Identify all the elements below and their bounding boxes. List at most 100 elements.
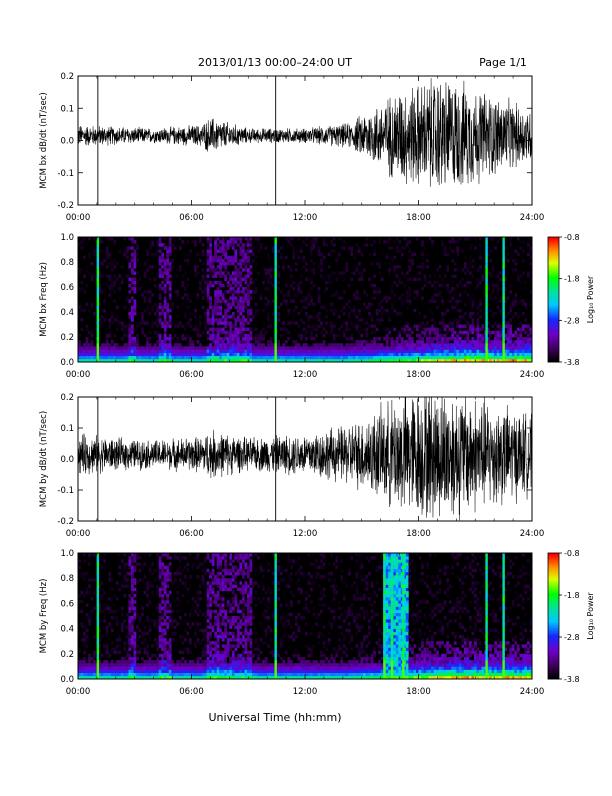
spectrogram-cell: [234, 300, 237, 303]
spectrogram-cell: [202, 632, 205, 635]
spectrogram-cell: [133, 337, 136, 340]
spectrogram-cell: [108, 629, 111, 632]
page-title: 2013/01/13 00:00–24:00 UT: [198, 56, 352, 69]
spectrogram-cell: [360, 346, 363, 349]
spectrogram-cell: [186, 613, 189, 616]
spectrogram-cell: [492, 325, 495, 328]
spectrogram-cell: [429, 350, 432, 353]
spectrogram-cell: [469, 350, 472, 353]
bright-line-cell: [502, 334, 504, 337]
spectrogram-cell: [219, 290, 222, 293]
spectrogram-cell: [81, 318, 84, 321]
colorbar-tick-label: -2.8: [564, 316, 580, 325]
spectrogram-cell: [391, 290, 394, 293]
spectrogram-cell: [171, 660, 174, 663]
spectrogram-cell: [250, 237, 253, 240]
spectrogram-cell: [471, 306, 474, 309]
spectrogram-cell: [454, 350, 457, 353]
spectrogram-cell: [313, 271, 316, 274]
spectrogram-cell: [358, 309, 361, 312]
spectrogram-cell: [421, 250, 424, 253]
spectrogram-cell: [426, 337, 429, 340]
spectrogram-cell: [186, 673, 189, 676]
spectrogram-cell: [83, 309, 86, 312]
spectrogram-cell: [141, 673, 144, 676]
x-tick-label: 00:00: [66, 213, 91, 223]
spectrogram-cell: [355, 353, 358, 356]
spectrogram-cell: [156, 353, 159, 356]
spectrogram-cell: [305, 237, 308, 240]
spectrogram-cell: [154, 278, 157, 281]
spectrogram-cell: [166, 566, 169, 569]
spectrogram-cell: [277, 318, 280, 321]
spectrogram-cell: [416, 271, 419, 274]
spectrogram-cell: [131, 246, 134, 249]
spectrogram-cell: [101, 325, 104, 328]
spectrogram-cell: [411, 253, 414, 256]
spectrogram-cell: [93, 290, 96, 293]
spectrogram-cell: [217, 654, 220, 657]
spectrogram-cell: [133, 594, 136, 597]
spectrogram-cell: [224, 290, 227, 293]
bright-line-cell: [97, 328, 99, 331]
spectrogram-cell: [451, 331, 454, 334]
spectrogram-cell: [262, 356, 265, 359]
spectrogram-cell: [176, 356, 179, 359]
spectrogram-cell: [164, 588, 167, 591]
spectrogram-cell: [471, 293, 474, 296]
spectrogram-cell: [108, 610, 111, 613]
spectrogram-cell: [285, 303, 288, 306]
spectrogram-cell: [459, 343, 462, 346]
spectrogram-cell: [386, 256, 389, 259]
spectrogram-cell: [212, 581, 215, 584]
spectrogram-cell: [517, 334, 520, 337]
spectrogram-cell: [429, 337, 432, 340]
bright-line-cell: [97, 296, 99, 299]
spectrogram-cell: [358, 340, 361, 343]
spectrogram-cell: [300, 275, 303, 278]
spectrogram-cell: [156, 660, 159, 663]
spectrogram-cell: [378, 353, 381, 356]
spectrogram-cell: [461, 268, 464, 271]
spectrogram-cell: [86, 346, 89, 349]
spectrogram-cell: [151, 240, 154, 243]
spectrogram-cell: [186, 346, 189, 349]
spectrogram-cell: [260, 350, 263, 353]
spectrogram-cell: [429, 237, 432, 240]
spectrogram-cell: [494, 237, 497, 240]
spectrogram-cell: [219, 613, 222, 616]
spectrogram-cell: [222, 262, 225, 265]
spectrogram-cell: [406, 346, 409, 349]
spectrogram-cell: [116, 610, 119, 613]
spectrogram-cell: [121, 670, 124, 673]
spectrogram-cell: [396, 312, 399, 315]
spectrogram-cell: [524, 331, 527, 334]
spectrogram-cell: [164, 622, 167, 625]
spectrogram-cell: [330, 328, 333, 331]
spectrogram-cell: [371, 350, 374, 353]
spectrogram-cell: [343, 356, 346, 359]
spectrogram-cell: [144, 265, 147, 268]
spectrogram-cell: [111, 578, 114, 581]
spectrogram-cell: [227, 315, 230, 318]
bright-line-cell: [97, 312, 99, 315]
spectrogram-cell: [239, 278, 242, 281]
spectrogram-cell: [184, 337, 187, 340]
spectrogram-cell: [421, 353, 424, 356]
spectrogram-cell: [174, 325, 177, 328]
spectrogram-cell: [159, 607, 162, 610]
spectrogram-cell: [239, 284, 242, 287]
spectrogram-cell: [401, 246, 404, 249]
spectrogram-cell: [270, 356, 273, 359]
spectrogram-cell: [144, 271, 147, 274]
spectrogram-cell: [212, 556, 215, 559]
spectrogram-cell: [464, 337, 467, 340]
bright-line-cell: [502, 278, 504, 281]
spectrogram-cell: [189, 312, 192, 315]
spectrogram-cell: [133, 670, 136, 673]
spectrogram-cell: [209, 591, 212, 594]
spectrogram-cell: [451, 240, 454, 243]
spectrogram-cell: [192, 356, 195, 359]
spectrogram-cell: [93, 350, 96, 353]
spectrogram-cell: [207, 603, 210, 606]
